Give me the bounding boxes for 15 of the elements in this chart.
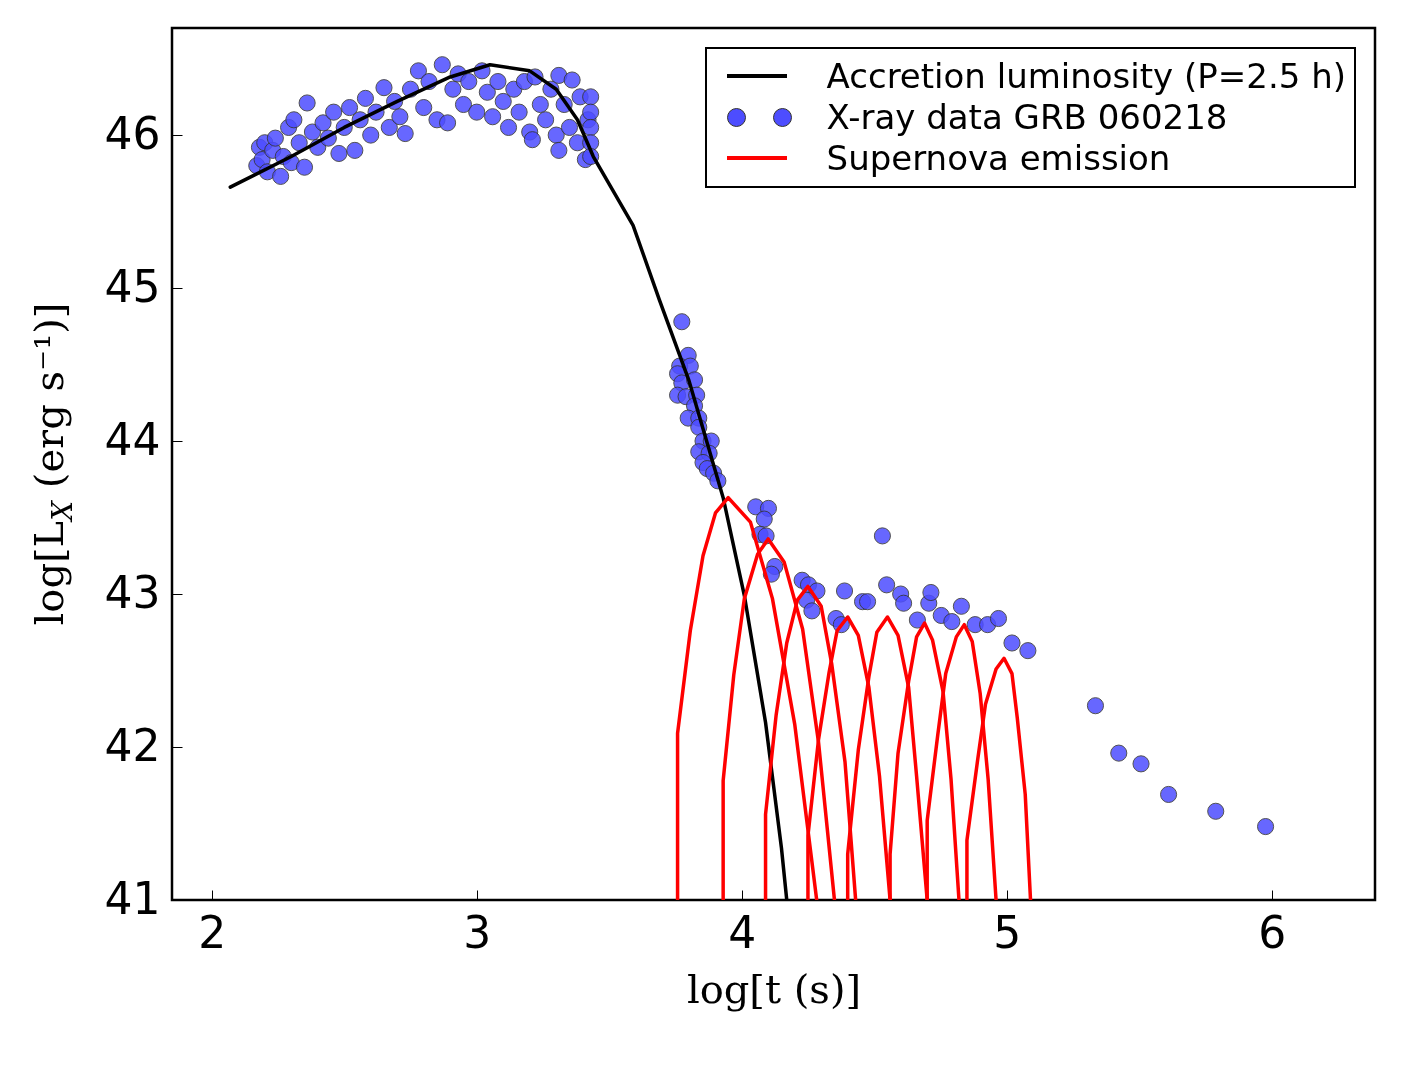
legend-label: Accretion luminosity (P=2.5 h) xyxy=(826,55,1346,96)
x-tick-label: 6 xyxy=(1258,906,1287,958)
x-tick-label: 2 xyxy=(198,906,227,958)
legend-label: X-ray data GRB 060218 xyxy=(826,96,1228,137)
x-tick-label: 4 xyxy=(728,906,757,958)
y-tick-label: 42 xyxy=(104,719,161,771)
y-tick-label: 44 xyxy=(104,413,161,465)
x-tick-label: 5 xyxy=(993,906,1022,958)
y-tick-label: 46 xyxy=(104,107,161,159)
x-axis-title: log[t (s)] xyxy=(686,965,862,1012)
y-tick-label: 45 xyxy=(104,260,161,312)
x-tick-label: 3 xyxy=(463,906,492,958)
legend-label: Supernova emission xyxy=(826,137,1171,178)
y-tick-label: 41 xyxy=(104,872,161,924)
y-tick-label: 43 xyxy=(104,566,161,618)
